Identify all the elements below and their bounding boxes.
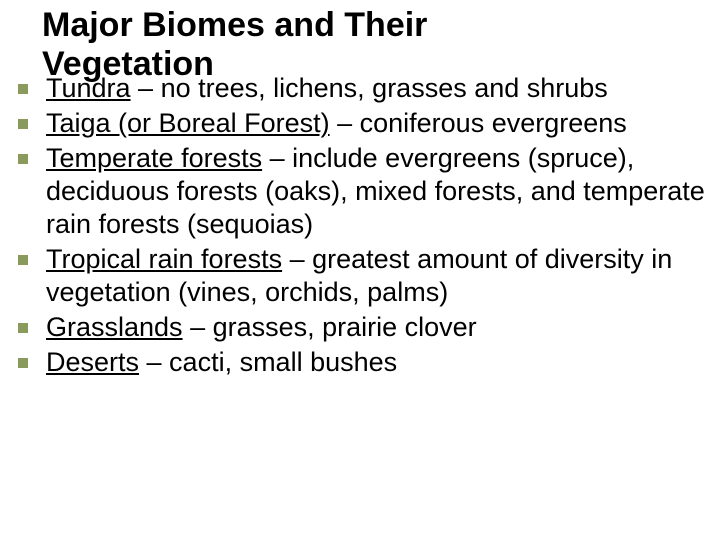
- list-item: Temperate forests – include evergreens (…: [12, 142, 712, 241]
- biome-desc: – no trees, lichens, grasses and shrubs: [131, 73, 608, 103]
- list-item-text: Taiga (or Boreal Forest) – coniferous ev…: [46, 107, 627, 140]
- biome-desc: – coniferous evergreens: [330, 108, 627, 138]
- biome-term: Tundra: [46, 73, 131, 103]
- list-item: Grasslands – grasses, prairie clover: [12, 311, 712, 344]
- biome-term: Grasslands: [46, 312, 183, 342]
- list-item: Deserts – cacti, small bushes: [12, 346, 712, 379]
- list-item: Taiga (or Boreal Forest) – coniferous ev…: [12, 107, 712, 140]
- square-bullet-icon: [18, 255, 28, 265]
- square-bullet-icon: [18, 358, 28, 368]
- biome-term: Deserts: [46, 347, 139, 377]
- bullet-list: Tundra – no trees, lichens, grasses and …: [12, 72, 712, 380]
- list-item-text: Tundra – no trees, lichens, grasses and …: [46, 72, 608, 105]
- biome-desc: – cacti, small bushes: [139, 347, 397, 377]
- biome-term: Tropical rain forests: [46, 244, 282, 274]
- square-bullet-icon: [18, 323, 28, 333]
- biome-desc: – grasses, prairie clover: [183, 312, 477, 342]
- square-bullet-icon: [18, 119, 28, 129]
- list-item-text: Tropical rain forests – greatest amount …: [46, 243, 712, 309]
- list-item-text: Temperate forests – include evergreens (…: [46, 142, 712, 241]
- square-bullet-icon: [18, 84, 28, 94]
- biome-term: Temperate forests: [46, 143, 262, 173]
- list-item-text: Deserts – cacti, small bushes: [46, 346, 397, 379]
- square-bullet-icon: [18, 154, 28, 164]
- list-item: Tropical rain forests – greatest amount …: [12, 243, 712, 309]
- title-line-1: Major Biomes and Their: [42, 6, 427, 45]
- slide: Major Biomes and Their Vegetation Tundra…: [0, 0, 720, 540]
- list-item: Tundra – no trees, lichens, grasses and …: [12, 72, 712, 105]
- list-item-text: Grasslands – grasses, prairie clover: [46, 311, 477, 344]
- biome-term: Taiga (or Boreal Forest): [46, 108, 330, 138]
